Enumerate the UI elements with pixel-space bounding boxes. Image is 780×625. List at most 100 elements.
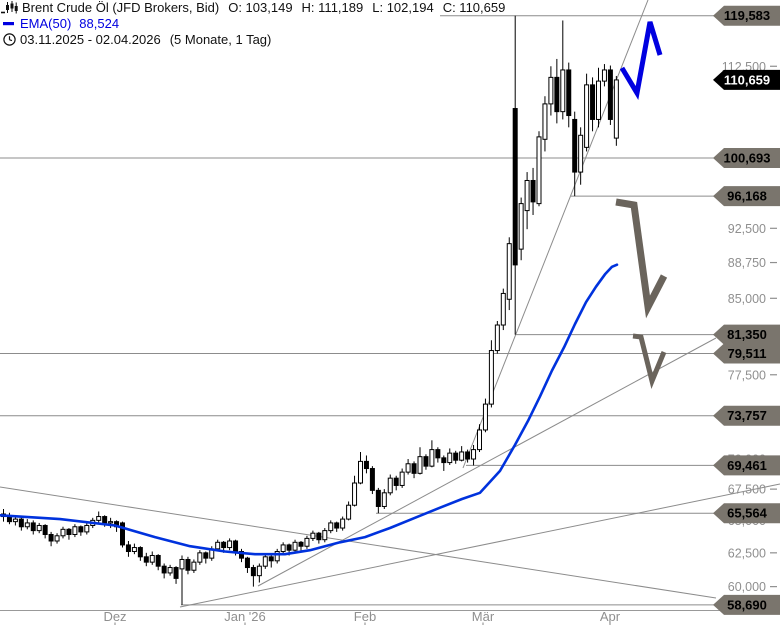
candle-body-down (435, 449, 441, 459)
month-label-Apr: Apr (600, 609, 621, 624)
candle-body-down (239, 551, 244, 559)
candle-body-down (233, 540, 239, 553)
candle-body-down (66, 528, 72, 535)
month-label-Feb: Feb (354, 609, 376, 624)
candle-body-down (48, 533, 54, 542)
candle-body-down (161, 565, 167, 574)
candle-body-up (280, 544, 286, 553)
candle-body-up (60, 528, 66, 537)
candle-body-down (102, 516, 108, 524)
price-tag-73,757[interactable] (713, 405, 780, 426)
instrument-row: Brent Crude Öl (JFD Brokers, Bid) O: 103,… (0, 0, 505, 15)
candle-body-down (590, 84, 596, 120)
candle-body-up (131, 547, 137, 553)
candle-body-up (310, 532, 316, 539)
candle-body-up (84, 524, 90, 533)
candle-body-down (572, 118, 578, 173)
gray-pullback-arrow-small[interactable] (632, 333, 667, 389)
price-tag-text-119,583: 119,583 (724, 8, 770, 23)
month-label-Jan '26: Jan '26 (224, 609, 266, 624)
y-tick-label-77,500: 77,500 (728, 368, 766, 382)
candle-body-up (542, 103, 548, 140)
candle-body-up (215, 541, 221, 550)
date-range: 03.11.2025 - 02.04.2026 (20, 32, 161, 47)
trendline-descending-resistance[interactable] (0, 486, 717, 599)
blue-projection-arrow[interactable] (619, 21, 663, 100)
candle-body-down (6, 516, 12, 523)
close-value: C: 110,659 (442, 0, 506, 15)
gray-pullback-arrow-large[interactable] (615, 198, 668, 319)
candle-body-down (512, 108, 518, 266)
candle-body-down (203, 552, 209, 559)
candle-body-up (417, 456, 423, 474)
candle-body-up (459, 451, 465, 461)
trendline-ascending-from-dec-low[interactable] (179, 483, 780, 608)
candlestick-chart-icon (0, 1, 18, 14)
candle-body-up (596, 80, 601, 120)
candle-body-down (363, 460, 369, 470)
candle-body-up (471, 449, 477, 460)
indicator-name[interactable]: EMA(50) (20, 16, 72, 31)
candle-body-down (125, 544, 131, 553)
candle-body-down (143, 556, 149, 563)
chart-header: Brent Crude Öl (JFD Brokers, Bid) O: 103,… (0, 0, 505, 48)
candle-body-up (447, 452, 453, 464)
candle-body-down (120, 522, 125, 546)
candle-body-up (477, 429, 482, 451)
candle-body-up (292, 541, 298, 551)
price-tag-81,350[interactable] (713, 324, 780, 345)
month-label-Dez: Dez (103, 609, 126, 624)
candle-body-down (155, 554, 161, 567)
trendline-ascending-mid[interactable] (257, 337, 717, 587)
price-tag-69,461[interactable] (713, 455, 780, 476)
candle-body-down (554, 76, 560, 113)
price-tag-100,693[interactable] (713, 148, 780, 169)
candle-body-down (298, 541, 304, 547)
y-tick-label-88,750: 88,750 (728, 256, 766, 270)
price-tag-79,511[interactable] (713, 343, 780, 364)
candle-body-up (578, 134, 584, 173)
candle-body-down (530, 179, 536, 203)
candle-body-up (524, 179, 530, 212)
price-tag-65,564[interactable] (713, 503, 780, 524)
ema-line[interactable] (0, 263, 619, 556)
price-tag-text-69,461: 69,461 (727, 458, 767, 473)
month-label-Mär: Mär (472, 609, 495, 624)
price-tag-text-58,690: 58,690 (727, 597, 767, 612)
candle-body-down (185, 558, 191, 571)
candle-body-up (405, 463, 411, 473)
price-tag-text-81,350: 81,350 (727, 327, 767, 342)
price-tag-text-96,168: 96,168 (727, 189, 767, 204)
ema-legend-dash-icon (0, 21, 18, 26)
period-detail: (5 Monate, 1 Tag) (169, 32, 272, 47)
candle-body-up (601, 69, 607, 82)
ohlc-readout: O: 103,149 H: 111,189 L: 102,194 C: 110,659 (219, 0, 505, 15)
candle-body-up (96, 516, 102, 521)
candle-body-down (369, 468, 375, 491)
candle-body-down (18, 518, 24, 528)
candle-body-down (453, 452, 459, 461)
price-tag-119,583[interactable] (713, 5, 780, 26)
candle-body-up (613, 79, 619, 139)
candle-body-up (352, 482, 358, 506)
candle-body-up (482, 403, 488, 431)
candle-body-down (423, 456, 429, 467)
candle-body-up (399, 471, 405, 486)
price-tag-text-79,511: 79,511 (727, 346, 766, 361)
candle-body-down (78, 526, 84, 533)
candle-body-up (191, 561, 197, 571)
y-tick-label-92,500: 92,500 (728, 222, 766, 236)
y-tick-label-67,500: 67,500 (728, 483, 766, 497)
candle-body-up (24, 522, 30, 528)
price-tag-text-73,757: 73,757 (727, 408, 767, 423)
price-tag-110,659[interactable] (713, 69, 780, 90)
price-tag-96,168[interactable] (713, 186, 780, 207)
period-row: 03.11.2025 - 02.04.2026 (5 Monate, 1 Tag) (0, 32, 505, 47)
price-tag-58,690[interactable] (713, 594, 780, 615)
candle-body-down (393, 477, 399, 486)
candle-body-up (506, 243, 512, 300)
candle-body-down (334, 522, 340, 529)
candle-body-up (346, 504, 352, 520)
candle-body-down (316, 532, 322, 541)
